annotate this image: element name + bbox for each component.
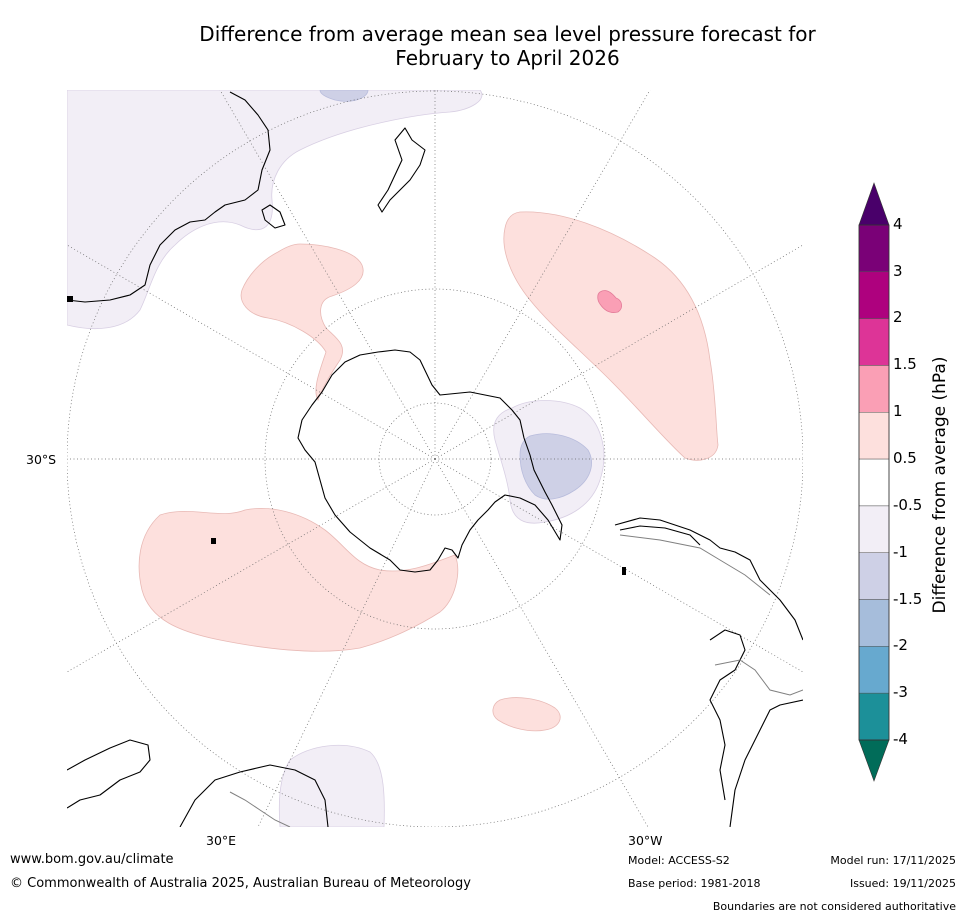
colorbar-tick: -0.5 <box>893 496 923 514</box>
coast-new-zealand <box>377 127 426 213</box>
colorbar-over-arrow <box>858 182 890 226</box>
colorbar-bin <box>858 271 890 319</box>
anomaly-positive-indian-ocean <box>138 508 459 652</box>
colorbar-tick: -1 <box>893 543 908 561</box>
anomaly-negative-weddell-core <box>519 433 592 500</box>
colorbar-tick: 2 <box>893 308 903 326</box>
footer-disclaimer: Boundaries are not considered authoritat… <box>712 900 956 913</box>
colorbar-tick: 1.5 <box>893 355 917 373</box>
colorbar-bin <box>858 412 890 460</box>
colorbar-tick: 3 <box>893 262 903 280</box>
anomaly-positive-southern-ocean-west <box>240 243 364 401</box>
title-line-1: Difference from average mean sea level p… <box>199 22 816 46</box>
graticule-label-30w: 30°W <box>628 833 663 848</box>
chart-title: Difference from average mean sea level p… <box>60 22 955 70</box>
coast-south-america <box>614 517 803 827</box>
country-borders <box>229 534 803 827</box>
islands <box>67 296 626 575</box>
coastlines <box>67 91 803 827</box>
footer-base-period: Base period: 1981-2018 <box>628 877 761 890</box>
colorbar-bin <box>858 365 890 413</box>
colorbar-bin <box>858 224 890 273</box>
footer-issued: Issued: 19/11/2025 <box>849 877 956 890</box>
colorbar-bin <box>858 505 890 553</box>
footer-website: www.bom.gov.au/climate <box>10 852 174 867</box>
footer-copyright: © Commonwealth of Australia 2025, Austra… <box>10 876 471 891</box>
footer-model-run: Model run: 17/11/2025 <box>830 854 956 867</box>
colorbar-under-arrow <box>858 739 890 782</box>
coast-australia <box>67 91 271 303</box>
colorbar-bin <box>858 646 890 694</box>
coast-tasmania <box>261 204 286 229</box>
colorbar-tick: 4 <box>893 215 903 233</box>
colorbar-bin <box>858 552 890 600</box>
anomaly-positive-south-pacific-core <box>597 290 622 313</box>
colorbar-bin <box>858 599 890 647</box>
anomaly-positive-south-atlantic <box>492 697 561 732</box>
graticule-label-30s: 30°S <box>26 452 57 467</box>
title-line-2: February to April 2026 <box>395 46 620 70</box>
colorbar-tick: 1 <box>893 402 903 420</box>
colorbar-tick: -3 <box>893 683 908 701</box>
footer-model: Model: ACCESS-S2 <box>628 854 730 867</box>
colorbar-bin <box>858 458 890 507</box>
graticule <box>67 90 803 827</box>
coast-south-america-tip <box>619 525 701 546</box>
coast-antarctica <box>297 349 563 573</box>
colorbar-bin <box>858 692 890 741</box>
anomaly-negative-australia-region <box>67 90 483 330</box>
colorbar-bin <box>858 318 890 366</box>
colorbar <box>858 224 890 741</box>
colorbar-tick: -2 <box>893 636 908 654</box>
graticule-label-30e: 30°E <box>206 833 237 848</box>
coast-southern-africa <box>67 739 329 827</box>
colorbar-tick: 0.5 <box>893 449 917 467</box>
anomaly-negative-tasman-core <box>319 90 369 102</box>
colorbar-tick: -4 <box>893 730 908 748</box>
anomaly-negative-southern-africa <box>278 744 385 827</box>
colorbar-tick: -1.5 <box>893 590 923 608</box>
